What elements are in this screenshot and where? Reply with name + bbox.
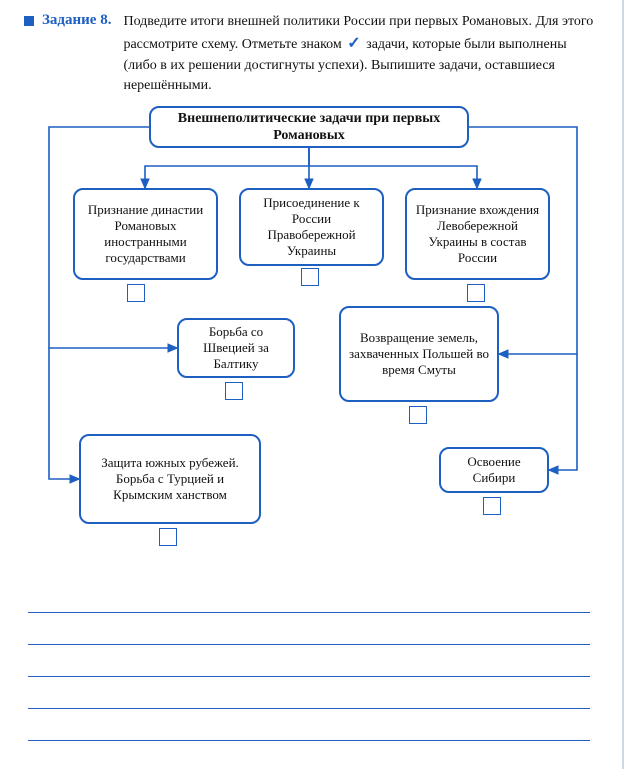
diagram-edge (49, 348, 79, 479)
diagram-node: Присоединение к России Правобережной Укр… (239, 188, 384, 266)
task-checkbox[interactable] (467, 284, 485, 302)
checkmark-icon: ✓ (345, 32, 362, 55)
diagram-edge (145, 148, 309, 188)
answer-line[interactable] (28, 655, 590, 677)
diagram-node: Освоение Сибири (439, 447, 549, 493)
page: Задание 8. Подведите итоги внешней полит… (0, 0, 624, 769)
answer-line[interactable] (28, 591, 590, 613)
answer-line[interactable] (28, 623, 590, 645)
diagram-node: Признание династии Романовых иностранным… (73, 188, 218, 280)
diagram: Внешнеполитические задачи при первых Ром… (29, 106, 589, 556)
task-checkbox[interactable] (159, 528, 177, 546)
diagram-node: Признание вхождения Левобережной Украины… (405, 188, 550, 280)
diagram-edge (309, 148, 477, 188)
task-checkbox[interactable] (409, 406, 427, 424)
task-checkbox[interactable] (127, 284, 145, 302)
task-checkbox[interactable] (225, 382, 243, 400)
diagram-node: Защита южных рубежей. Борьба с Турцией и… (79, 434, 261, 524)
diagram-node: Борьба со Швецией за Балтику (177, 318, 295, 378)
answer-lines (28, 591, 590, 751)
task-checkbox[interactable] (483, 497, 501, 515)
answer-line[interactable] (28, 687, 590, 709)
task-bullet-icon (24, 16, 34, 26)
diagram-node: Возвращение земель, захваченных Польшей … (339, 306, 499, 402)
task-text: Подведите итоги внешней политики России … (123, 12, 594, 96)
task-checkbox[interactable] (301, 268, 319, 286)
task-header: Задание 8. Подведите итоги внешней полит… (24, 12, 594, 96)
task-number: Задание 8. (42, 12, 111, 29)
diagram-edge (549, 354, 577, 470)
answer-line[interactable] (28, 719, 590, 741)
diagram-root: Внешнеполитические задачи при первых Ром… (149, 106, 469, 148)
